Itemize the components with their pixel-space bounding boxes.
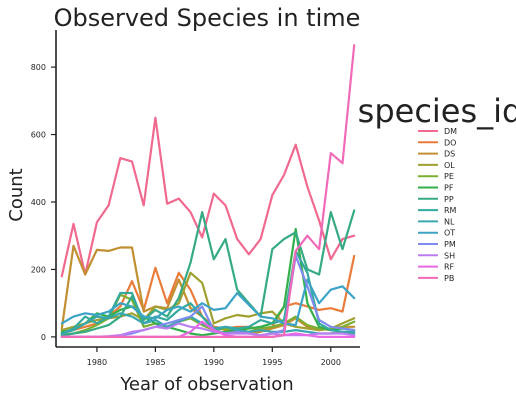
- series-line-ot: [60, 278, 356, 327]
- plot-area: 1980 1985 1990 1995 2000 0 200 400 600 800: [31, 30, 360, 367]
- y-tick-label: 200: [31, 265, 46, 274]
- legend-label: DO: [444, 138, 456, 147]
- legend-label: RM: [444, 206, 457, 215]
- legend-label: SH: [444, 251, 455, 260]
- legend-item-rf: RF: [418, 263, 455, 272]
- legend-item-do: DO: [418, 138, 456, 147]
- x-axis-label: Year of observation: [119, 374, 293, 395]
- legend-label: PF: [444, 184, 454, 193]
- legend-item-pb: PB: [418, 274, 454, 283]
- legend-item-dm: DM: [418, 127, 457, 136]
- legend-item-nl: NL: [418, 217, 455, 226]
- legend-label: PE: [444, 172, 454, 181]
- x-tick-label: 2000: [321, 358, 341, 367]
- y-tick-label: 400: [31, 198, 46, 207]
- x-tick-label: 1985: [145, 358, 165, 367]
- series-line-dm: [60, 116, 356, 278]
- legend-item-pm: PM: [418, 240, 456, 249]
- x-tick-label: 1995: [262, 358, 282, 367]
- legend-label: RF: [444, 263, 455, 272]
- legend-item-ot: OT: [418, 229, 455, 238]
- legend: species_id DM DO DS OL PE PF PP RM NL OT PM SH RF PB: [358, 92, 516, 283]
- legend-title: species_id: [358, 92, 516, 130]
- series-line-pp: [60, 209, 356, 337]
- legend-item-pe: PE: [418, 172, 454, 181]
- y-ticks: 0 200 400 600 800: [31, 63, 56, 342]
- legend-label: PB: [444, 274, 454, 283]
- legend-item-sh: SH: [418, 251, 455, 260]
- x-tick-label: 1990: [204, 358, 224, 367]
- legend-label: DM: [444, 127, 457, 136]
- legend-item-rm: RM: [418, 206, 457, 215]
- chart-title: Observed Species in time: [54, 4, 361, 32]
- legend-label: OL: [444, 161, 455, 170]
- legend-label: OT: [444, 229, 455, 238]
- legend-label: DS: [444, 150, 455, 159]
- series-line-rm: [60, 249, 356, 335]
- legend-items: DM DO DS OL PE PF PP RM NL OT PM SH RF PB: [418, 127, 457, 283]
- x-tick-label: 1980: [87, 358, 107, 367]
- legend-item-pp: PP: [418, 195, 454, 204]
- y-axis-label: Count: [6, 168, 27, 221]
- y-tick-label: 0: [41, 333, 46, 342]
- legend-item-ds: DS: [418, 150, 455, 159]
- y-tick-label: 800: [31, 63, 46, 72]
- series-layer: [60, 44, 356, 338]
- legend-item-pf: PF: [418, 184, 454, 193]
- legend-label: PM: [444, 240, 456, 249]
- legend-label: PP: [444, 195, 454, 204]
- legend-item-ol: OL: [418, 161, 455, 170]
- legend-label: NL: [444, 217, 455, 226]
- y-tick-label: 600: [31, 131, 46, 140]
- x-ticks: 1980 1985 1990 1995 2000: [87, 347, 341, 367]
- series-line-pb: [60, 44, 356, 338]
